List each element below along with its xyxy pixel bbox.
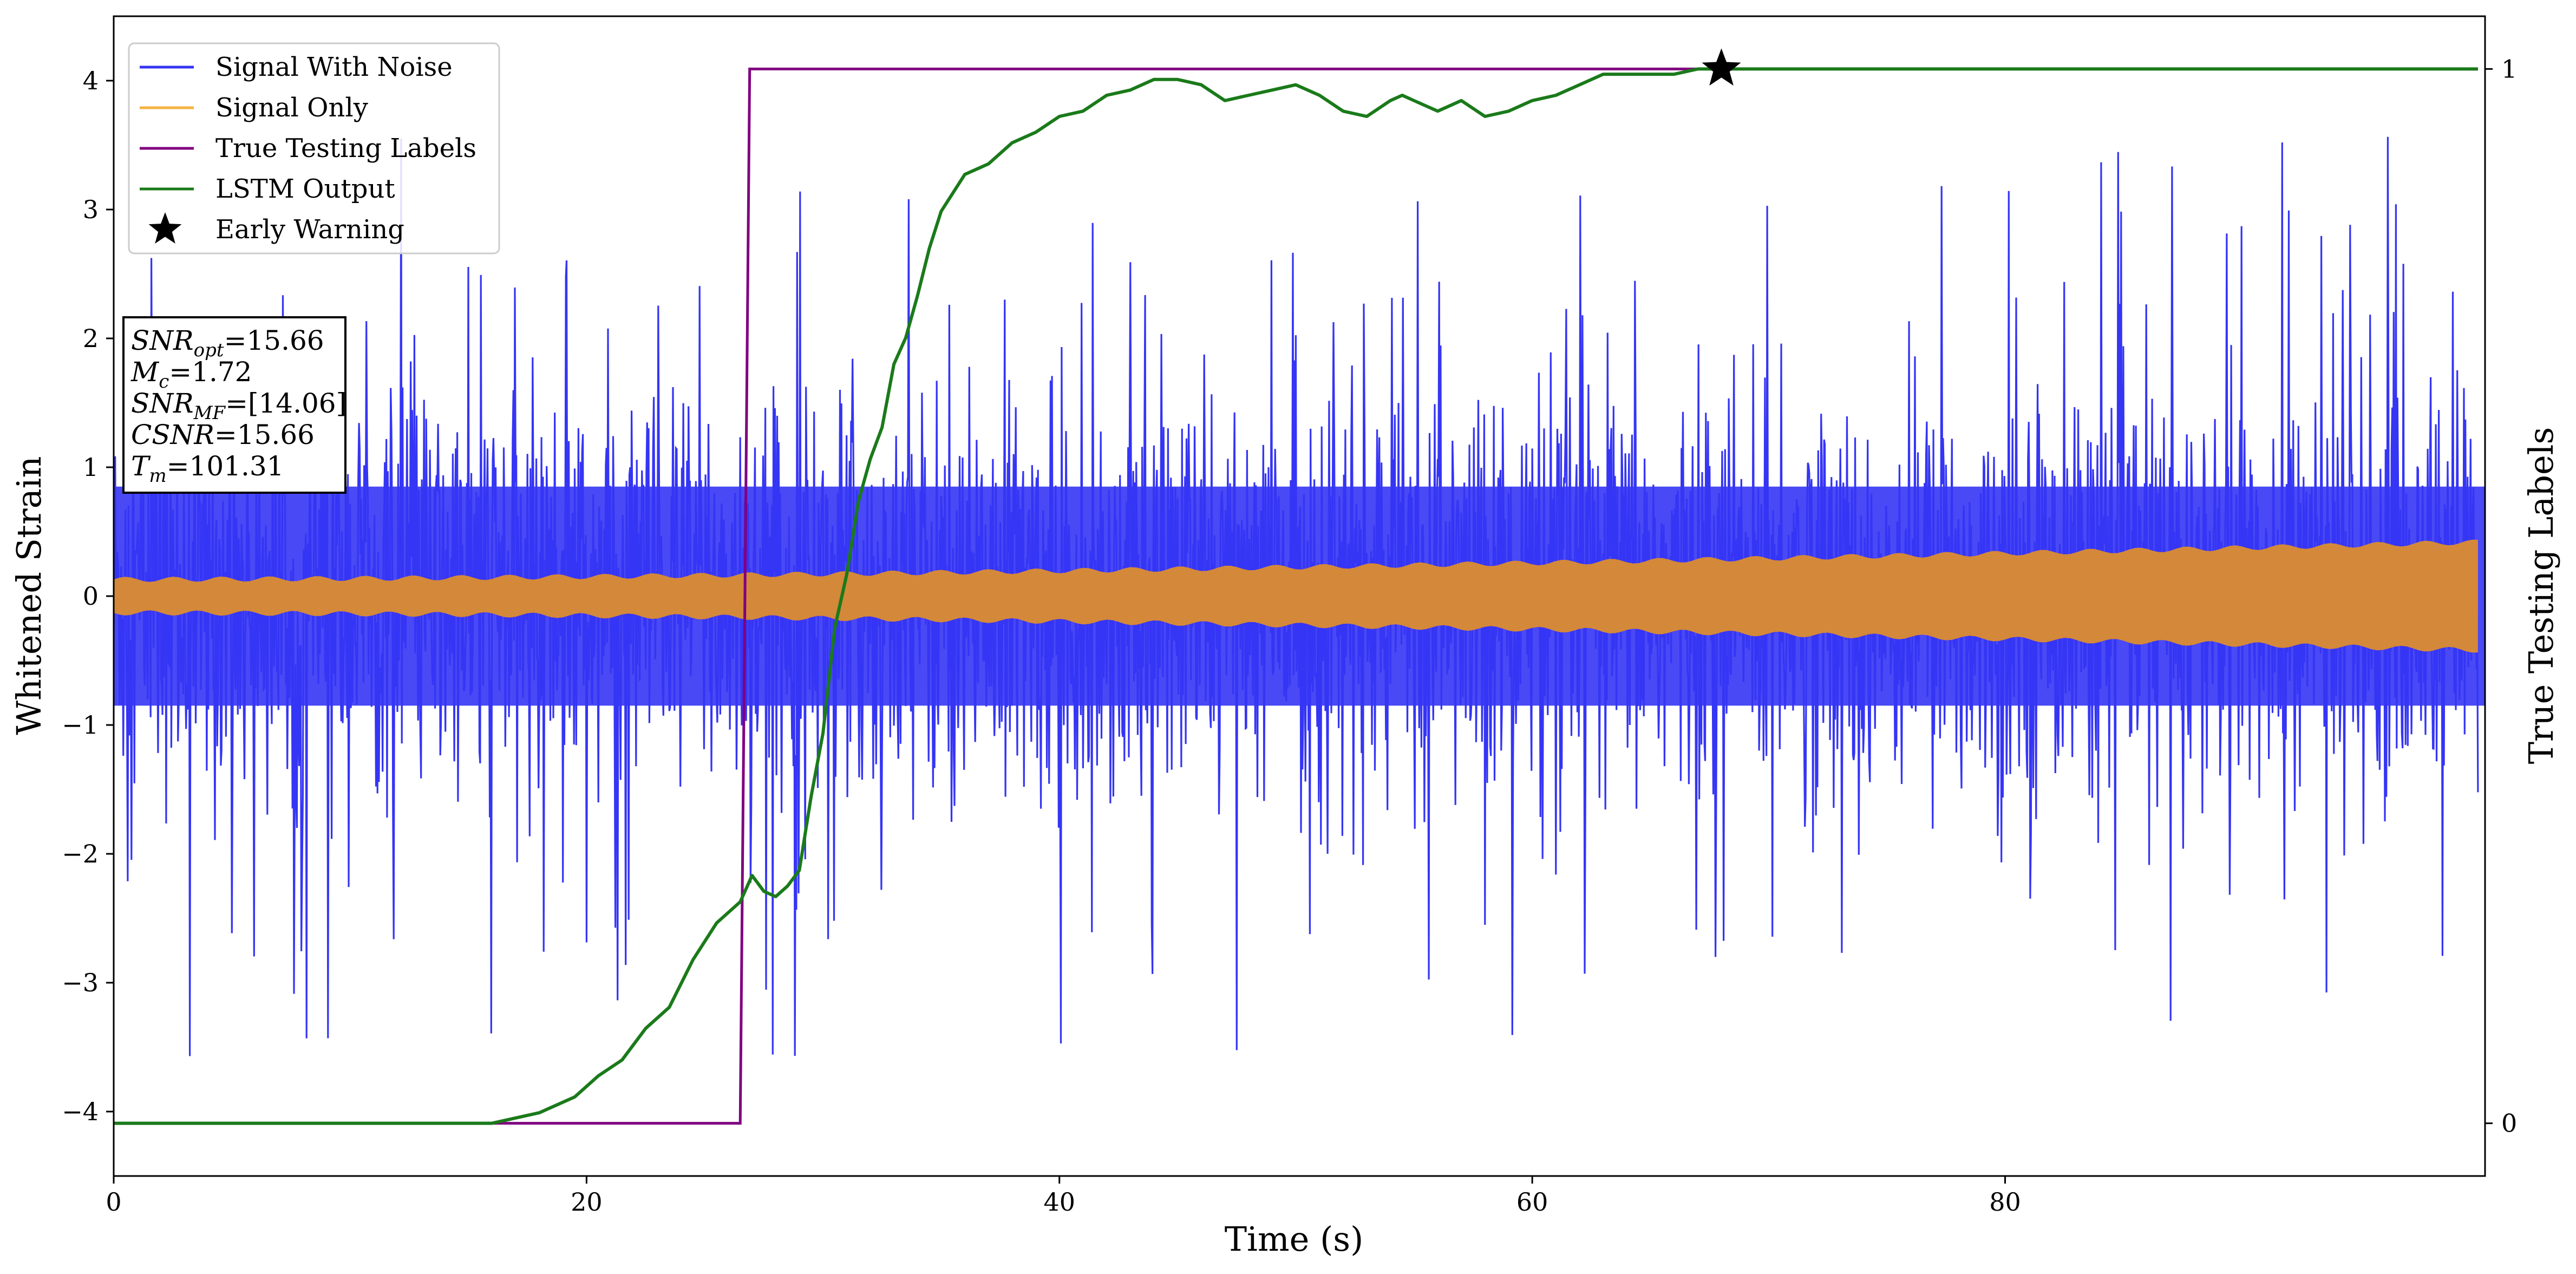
x-tick-label: 40 [1043,1187,1075,1217]
right-y-tick-label: 0 [2501,1109,2517,1138]
legend-label: LSTM Output [215,174,395,204]
annotation-frame [122,316,346,494]
x-tick-label: 20 [571,1187,603,1217]
right-y-axis-ticks: 01 [2485,54,2517,1138]
y-tick-label: 0 [83,582,99,611]
annotation-line: CSNR=15.66 [131,419,315,450]
legend-label: Early Warning [215,214,404,245]
lstm-output-line [114,67,2478,1125]
y-axis-ticks: −4 −3 −2 −1 0 1 2 3 4 [62,66,114,1126]
annotation-line: SNRMF=[14.06] [131,388,346,424]
annotation-line: Tm=101.31 [131,450,284,487]
x-tick-label: 0 [106,1187,121,1217]
y-tick-label: 1 [83,453,99,482]
x-tick-label: 80 [1989,1187,2021,1217]
legend-label: Signal Only [215,93,368,123]
y-tick-label: 4 [83,66,99,95]
right-y-tick-label: 1 [2501,54,2517,83]
lstm-series-group [114,67,2478,1125]
x-tick-label: 60 [1516,1187,1548,1217]
y-tick-label: −2 [62,839,99,868]
x-axis-ticks: 0 20 40 60 80 [106,1176,2021,1217]
early-warning-group [1702,48,1741,86]
signal-only-envelope [114,539,2478,653]
annotation-box: SNRopt=15.66Mc=1.72SNRMF=[14.06]CSNR=15.… [122,316,346,494]
legend-label: Signal With Noise [215,52,453,82]
annotation-line: SNRopt=15.66 [131,325,324,361]
x-axis-title: Time (s) [1225,1219,1364,1259]
legend-box [128,42,500,254]
y-tick-label: −3 [62,968,99,997]
legend-star-marker [148,212,182,244]
signal-only-series-group [114,539,2478,653]
y-tick-label: 3 [83,195,99,224]
early-warning-marker [1702,48,1741,86]
y-tick-label: 2 [83,324,99,353]
y-axis-title: Whitened Strain [9,456,49,735]
legend: Signal With Noise Signal Only True Testing… [128,42,500,254]
annotation-line: Mc=1.72 [130,356,252,393]
right-y-axis-title: True Testing Labels [2521,427,2561,765]
y-tick-label: −1 [62,710,99,740]
y-tick-label: −4 [62,1097,99,1126]
legend-label: True Testing Labels [215,133,476,164]
